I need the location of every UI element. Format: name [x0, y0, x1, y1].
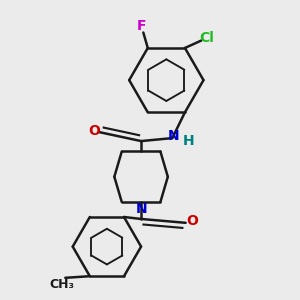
Text: F: F	[137, 19, 147, 33]
Text: O: O	[186, 214, 198, 228]
Text: H: H	[183, 134, 194, 148]
Text: CH₃: CH₃	[50, 278, 75, 291]
Text: N: N	[135, 202, 147, 216]
Text: N: N	[168, 129, 180, 143]
Text: O: O	[88, 124, 100, 138]
Text: Cl: Cl	[199, 31, 214, 45]
